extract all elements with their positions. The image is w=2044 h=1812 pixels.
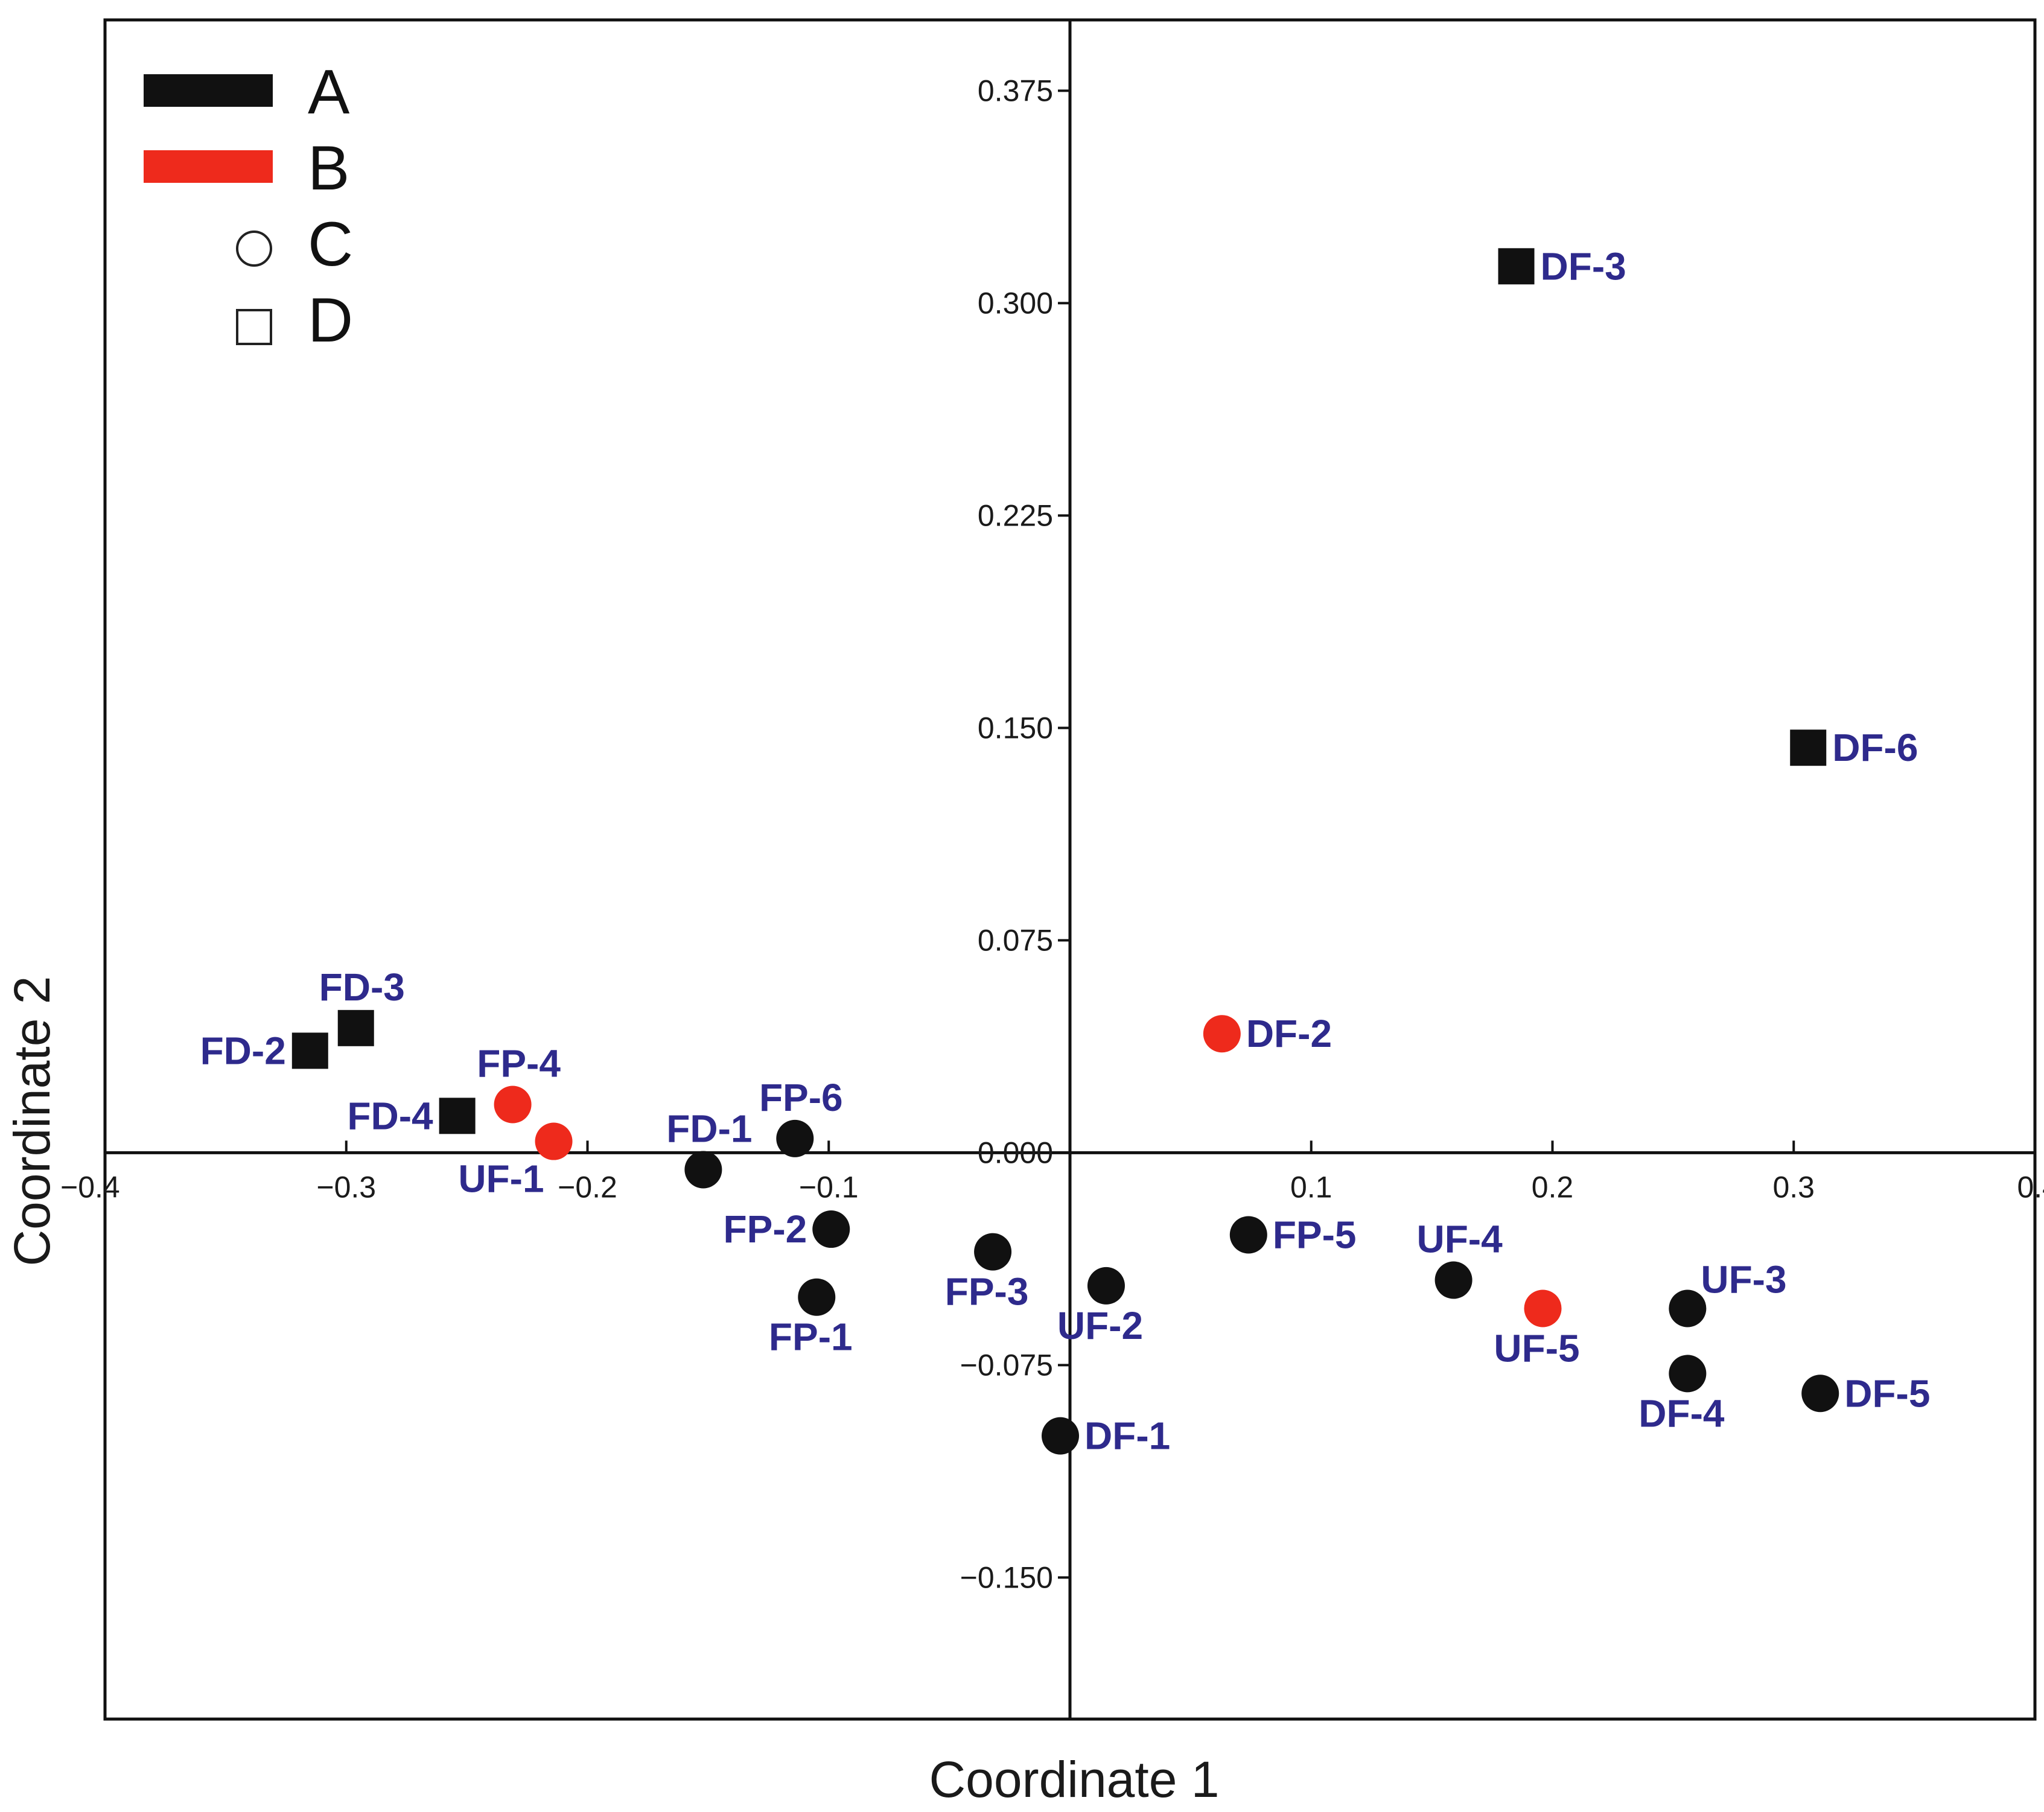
point-marker-df-6 <box>1790 730 1827 766</box>
legend-label-d: D <box>308 285 353 355</box>
point-label-fd-1: FD-1 <box>666 1107 752 1150</box>
point-label-uf-5: UF-5 <box>1494 1326 1579 1370</box>
point-marker-fp-1 <box>798 1278 836 1316</box>
y-tick-label: 0.075 <box>978 923 1053 957</box>
y-tick-label: 0.375 <box>978 74 1053 107</box>
point-marker-fd-4 <box>439 1098 476 1134</box>
legend-label-b: B <box>308 133 349 203</box>
legend-label-a: A <box>308 57 350 127</box>
point-label-uf-3: UF-3 <box>1701 1257 1786 1301</box>
x-tick-label: 0.2 <box>1532 1170 1574 1204</box>
axes <box>105 20 2035 1719</box>
point-marker-fp-6 <box>776 1119 814 1157</box>
y-tick-label: 0.225 <box>978 498 1053 532</box>
legend-swatch-a <box>144 74 273 107</box>
point-marker-df-2 <box>1203 1015 1241 1053</box>
legend-swatch-b <box>144 150 273 183</box>
point-marker-fp-3 <box>974 1233 1012 1271</box>
point-marker-uf-3 <box>1669 1289 1707 1327</box>
x-tick-label: −0.4 <box>60 1170 120 1204</box>
legend-label-c: C <box>308 209 353 279</box>
x-tick-label: −0.2 <box>558 1170 617 1204</box>
points: DF-3 DF-6 DF-2 FD-3 FD-2 FD-4 FP-4 UF-1 FD-1FP-6… <box>200 244 1931 1457</box>
point-label-fp-4: FP-4 <box>477 1042 561 1086</box>
point-marker-fd-1 <box>684 1151 722 1189</box>
point-label-fd-3: FD-3 <box>319 965 405 1009</box>
point-marker-uf-1 <box>535 1122 573 1160</box>
point-label-fp-6: FP-6 <box>759 1076 843 1119</box>
y-tick-label: 0.150 <box>978 711 1053 745</box>
y-tick-label: −0.150 <box>960 1560 1053 1594</box>
point-marker-fp-5 <box>1229 1216 1267 1254</box>
x-tick-label: 0.1 <box>1290 1170 1332 1204</box>
x-tick-label: −0.1 <box>799 1170 859 1204</box>
point-marker-uf-5 <box>1524 1289 1562 1327</box>
point-label-fd-2: FD-2 <box>200 1029 286 1072</box>
point-label-uf-1: UF-1 <box>458 1157 544 1201</box>
legend-square-d <box>236 309 272 345</box>
x-tick-label: 0.3 <box>1772 1170 1815 1204</box>
y-tick-label: 0.000 <box>978 1136 1053 1169</box>
point-label-df-2: DF-2 <box>1246 1012 1332 1055</box>
point-marker-uf-2 <box>1087 1267 1125 1305</box>
point-marker-uf-4 <box>1434 1261 1473 1299</box>
point-marker-fd-3 <box>337 1009 374 1046</box>
point-label-df-4: DF-4 <box>1638 1391 1725 1435</box>
point-marker-df-1 <box>1042 1417 1080 1455</box>
point-label-fp-1: FP-1 <box>769 1315 853 1359</box>
point-label-uf-2: UF-2 <box>1057 1304 1143 1347</box>
x-axis-title: Coordinate 1 <box>929 1751 1220 1808</box>
legend-circle-c <box>236 230 272 267</box>
point-label-df-3: DF-3 <box>1541 244 1626 288</box>
point-label-df-1: DF-1 <box>1084 1414 1170 1458</box>
point-marker-fp-2 <box>812 1210 850 1248</box>
x-tick-label: 0.4 <box>2017 1170 2044 1204</box>
point-marker-df-4 <box>1669 1355 1707 1393</box>
point-label-df-5: DF-5 <box>1844 1372 1930 1415</box>
point-marker-fd-2 <box>291 1032 328 1069</box>
y-axis-title: Coordinate 2 <box>4 976 60 1267</box>
point-marker-df-5 <box>1801 1375 1839 1413</box>
y-tick-label: −0.075 <box>960 1348 1053 1382</box>
point-label-fd-4: FD-4 <box>347 1094 433 1137</box>
x-tick-label: −0.3 <box>316 1170 376 1204</box>
point-marker-df-3 <box>1498 248 1535 285</box>
y-tick-label: 0.300 <box>978 286 1053 320</box>
point-label-uf-4: UF-4 <box>1416 1218 1503 1261</box>
point-marker-fp-4 <box>494 1086 532 1124</box>
point-label-fp-5: FP-5 <box>1273 1213 1357 1256</box>
point-label-df-6: DF-6 <box>1832 726 1918 769</box>
ticks: −0.4 −0.3 −0.2 −0.1 0.1 0.2 0.3 0.4 0.375 0.300 0.… <box>60 74 2044 1594</box>
point-label-fp-3: FP-3 <box>945 1270 1029 1314</box>
point-label-fp-2: FP-2 <box>724 1207 807 1251</box>
